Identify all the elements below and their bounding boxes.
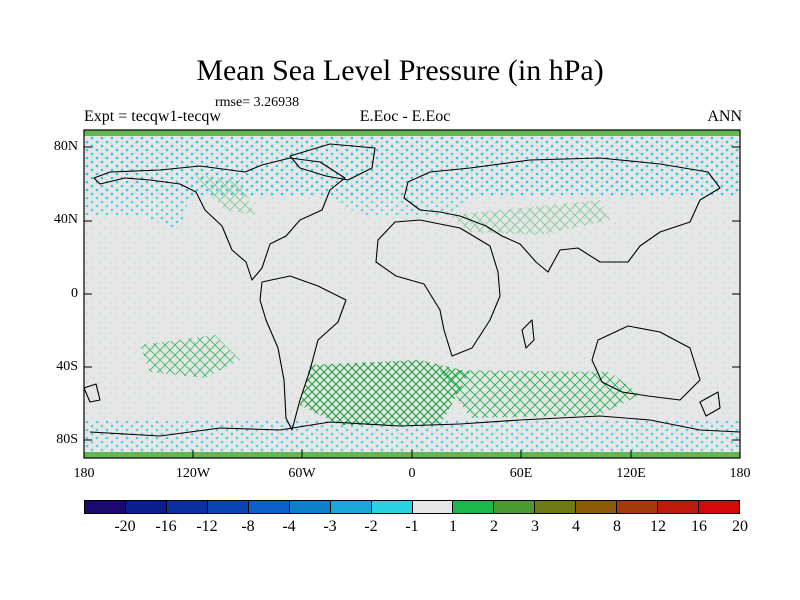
colorbar-label: 3 [531, 518, 539, 535]
colorbar-label: 16 [691, 518, 707, 535]
lon-tick-120e: 120E [616, 466, 646, 481]
colorbar-label: 12 [650, 518, 666, 535]
colorbar-label: -4 [282, 518, 296, 535]
lon-tick-60e: 60E [509, 466, 533, 481]
top-border-band [84, 130, 740, 136]
lon-tick-60w: 60W [288, 466, 316, 481]
colorbar-swatch [412, 501, 454, 513]
colorbar-swatch [535, 501, 577, 513]
colorbar-label: 4 [572, 518, 580, 535]
map-title: Mean Sea Level Pressure (in hPa) [196, 54, 604, 87]
colorbar-swatch [371, 501, 413, 513]
arctic-extension [84, 196, 190, 230]
lat-tick-0: 0 [71, 286, 78, 301]
colorbar-swatch [125, 501, 167, 513]
experiment-label: Expt = tecqw1-tecqw [84, 108, 221, 125]
lon-tick-0: 0 [408, 466, 416, 481]
colorbar-swatch [699, 501, 739, 513]
colorbar-label: -2 [364, 518, 378, 535]
rmse-label: rmse= 3.26938 [215, 95, 300, 110]
colorbar-swatch [289, 501, 331, 513]
colorbar-swatch [576, 501, 618, 513]
south-atlantic-positive [300, 360, 470, 425]
lat-tick-40s: 40S [56, 359, 78, 374]
colorbar-swatch [494, 501, 536, 513]
lon-tick-120w: 120W [175, 466, 211, 481]
colorbar-swatch [85, 501, 126, 513]
case-label: E.Eoc - E.Eoc [359, 108, 451, 125]
colorbar-label: -16 [155, 518, 177, 535]
tick-marks [84, 146, 740, 458]
lat-tick-80n: 80N [53, 139, 78, 154]
colorbar-swatch [658, 501, 700, 513]
colorbar-label: -12 [196, 518, 218, 535]
north-atlantic-dots [330, 196, 470, 215]
lon-tick-180w: 180 [73, 466, 95, 481]
colorbar-label: -8 [241, 518, 255, 535]
colorbar-label: 1 [449, 518, 457, 535]
coastlines [84, 143, 740, 437]
colorbar-label: -1 [405, 518, 419, 535]
arctic-negative-region [84, 136, 740, 196]
colorbar-swatch [330, 501, 372, 513]
colorbar-label: 2 [490, 518, 498, 535]
colorbar [84, 500, 740, 514]
lat-tick-40n: 40N [53, 212, 78, 227]
colorbar-label: 8 [613, 518, 621, 535]
colorbar-label: -3 [323, 518, 337, 535]
colorbar-swatch [166, 501, 208, 513]
season-label: ANN [707, 108, 742, 125]
indian-ocean-positive [450, 200, 610, 235]
colorbar-swatch [207, 501, 249, 513]
north-america-positive [195, 175, 255, 215]
lon-tick-180e: 180 [729, 466, 751, 481]
south-pacific-positive [140, 335, 240, 378]
south-indian-positive [440, 370, 640, 418]
colorbar-label: 20 [732, 518, 748, 535]
colorbar-swatch [453, 501, 495, 513]
colorbar-swatch [617, 501, 659, 513]
colorbar-swatch [248, 501, 290, 513]
colorbar-label: -20 [114, 518, 136, 535]
lat-tick-80s: 80S [56, 432, 78, 447]
